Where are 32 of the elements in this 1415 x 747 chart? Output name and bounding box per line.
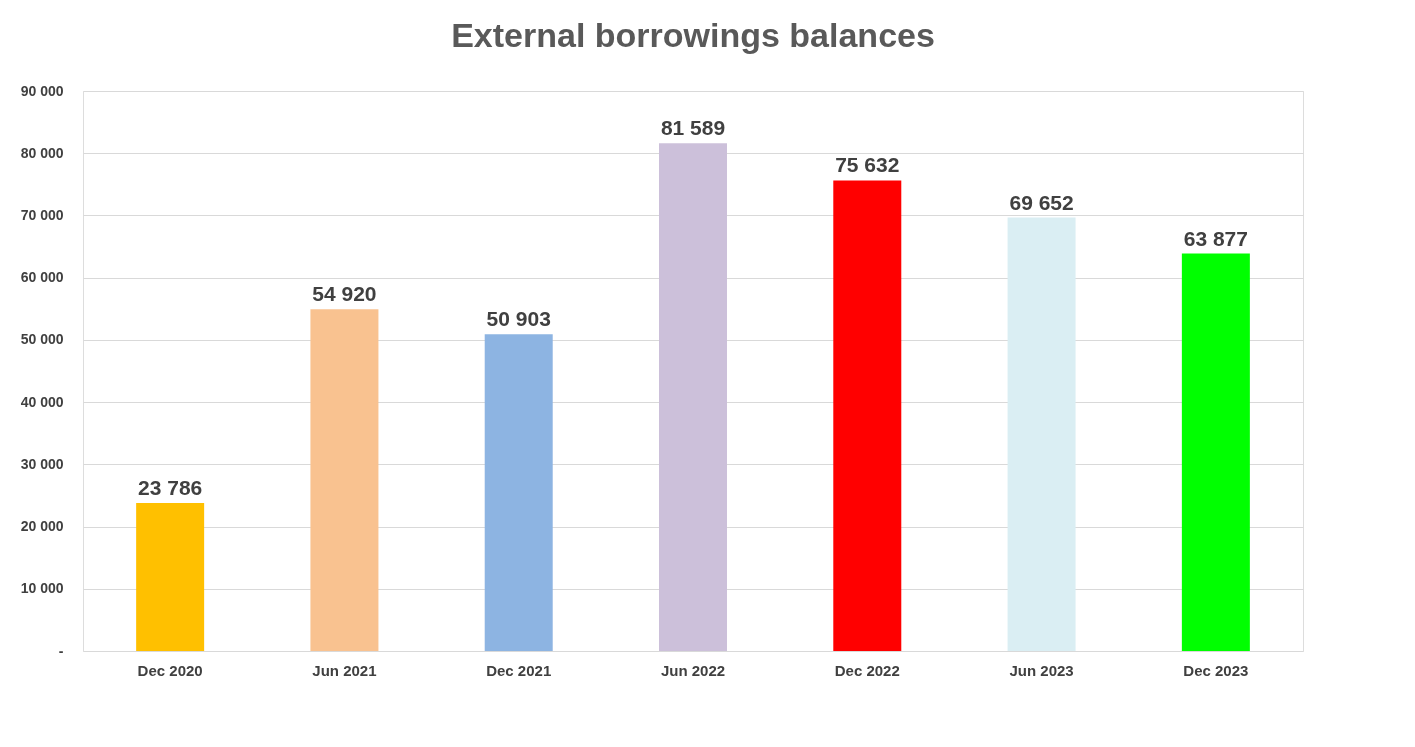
y-tick-label: 50 000 <box>20 331 64 348</box>
data-label: 63 877 <box>1183 226 1248 250</box>
data-label: 23 786 <box>138 476 203 499</box>
x-tick-label: Jun 2022 <box>660 661 726 679</box>
bar <box>1007 217 1076 651</box>
y-tick-label: 90 000 <box>20 82 64 99</box>
y-tick-label: 80 000 <box>20 144 64 161</box>
x-tick-label: Dec 2021 <box>486 661 552 679</box>
data-label: 50 903 <box>486 307 551 331</box>
chart-title: External borrowings balances <box>451 16 935 54</box>
y-tick-label: 20 000 <box>20 518 64 535</box>
x-tick-label: Jun 2023 <box>1009 661 1074 679</box>
y-tick-label: 70 000 <box>20 206 64 223</box>
x-tick-label: Dec 2022 <box>834 661 900 679</box>
x-tick-label: Dec 2023 <box>1183 661 1249 679</box>
bar <box>833 180 902 651</box>
data-label: 54 920 <box>312 282 377 306</box>
data-label: 75 632 <box>835 153 900 177</box>
x-tick-label: Dec 2020 <box>137 661 203 679</box>
y-tick-label: 40 000 <box>20 393 64 410</box>
bar <box>484 334 553 651</box>
bar <box>136 503 205 651</box>
data-label: 69 652 <box>1009 190 1074 214</box>
bar <box>310 309 379 651</box>
bar <box>659 143 727 651</box>
data-label: 81 589 <box>660 116 726 140</box>
bar <box>1181 253 1250 651</box>
y-tick-label: 10 000 <box>20 580 64 597</box>
y-tick-label: 60 000 <box>20 269 64 286</box>
y-tick-label: - <box>58 642 64 659</box>
x-tick-label: Jun 2021 <box>312 661 377 679</box>
y-tick-label: 30 000 <box>20 455 64 472</box>
